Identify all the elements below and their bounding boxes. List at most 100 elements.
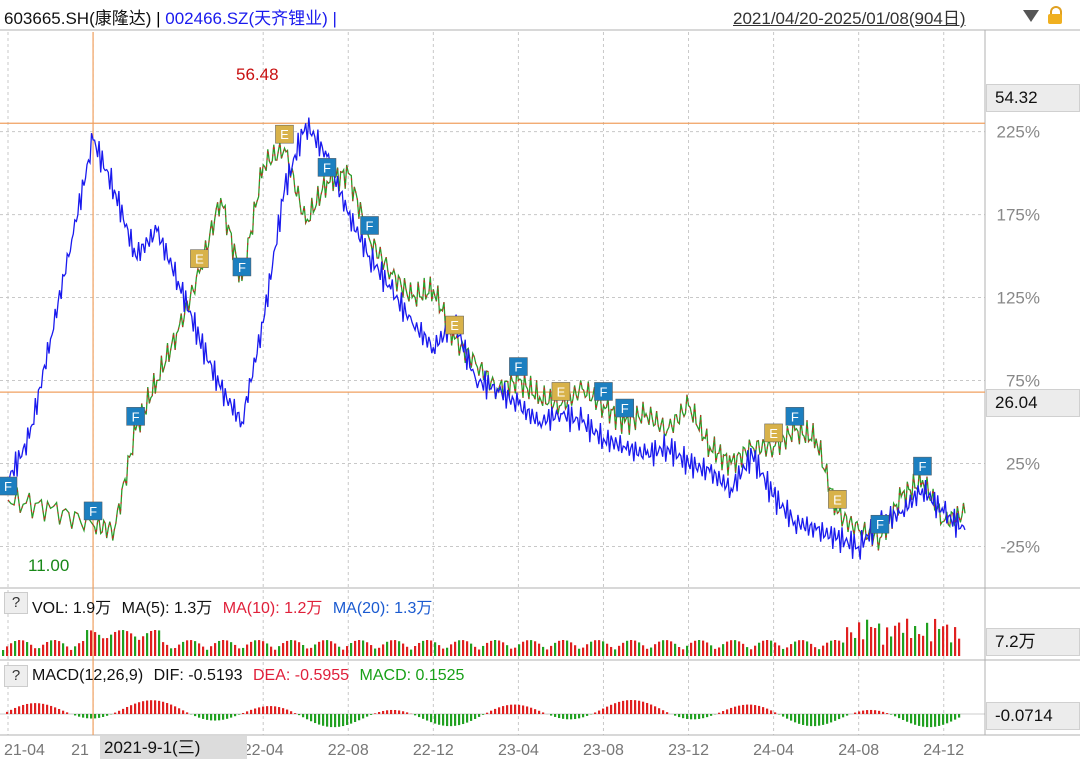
volume-bar <box>462 640 465 656</box>
volume-bar <box>654 644 657 656</box>
volume-bars <box>2 618 961 656</box>
macd-bar <box>482 714 485 715</box>
macd-bar <box>474 714 477 719</box>
macd-bar <box>326 714 329 727</box>
macd-indicator-row: MACD(12,26,9) DIF: -0.5193 DEA: -0.5955 … <box>32 667 464 685</box>
volume-tag: 7.2万 <box>986 628 1080 656</box>
stock1-label[interactable]: 603665.SH(康隆达) <box>4 9 152 28</box>
volume-bar <box>878 623 881 656</box>
earnings-marker <box>551 382 571 401</box>
volume-bar <box>630 640 633 656</box>
volume-bar <box>506 645 509 656</box>
macd-bar <box>918 714 921 726</box>
macd-bar <box>774 712 777 714</box>
macd-bar <box>14 707 17 714</box>
financial-marker <box>317 158 337 177</box>
macd-bar <box>26 703 29 714</box>
marker-label: F <box>514 360 522 375</box>
volume-bar <box>834 640 837 656</box>
macd-bar <box>738 705 741 714</box>
macd-bar <box>222 714 225 720</box>
macd-bar <box>602 708 605 714</box>
macd-bar <box>266 706 269 714</box>
dropdown-icon[interactable] <box>1023 10 1039 22</box>
macd-bar <box>946 714 949 724</box>
earnings-marker <box>828 490 847 509</box>
macd-bar <box>58 708 61 714</box>
volume-bar <box>642 645 645 656</box>
volume-bar <box>42 644 45 656</box>
volume-help-button[interactable]: ? <box>4 592 28 614</box>
macd-bar <box>354 714 357 723</box>
volume-bar <box>366 642 369 656</box>
macd-bar <box>874 710 877 714</box>
macd-bar <box>518 704 521 714</box>
macd-bar <box>62 710 65 714</box>
financial-marker <box>360 216 379 235</box>
volume-bar <box>250 641 253 656</box>
macd-bar <box>438 714 441 725</box>
macd-bar <box>798 714 801 724</box>
macd-bar <box>30 703 33 714</box>
volume-bar <box>922 635 925 656</box>
macd-bar <box>422 714 425 719</box>
macd-bar <box>310 714 313 722</box>
macd-bar <box>166 703 169 714</box>
macd-bar <box>150 700 153 714</box>
volume-bar <box>594 640 597 656</box>
macd-bar <box>854 712 857 714</box>
macd-bar <box>814 714 817 727</box>
x-tick-label: 22-12 <box>413 742 454 759</box>
macd-bar <box>426 714 429 721</box>
macd-bar <box>674 714 677 716</box>
marker-label: F <box>366 218 374 233</box>
macd-bar <box>286 709 289 714</box>
volume-bar <box>698 640 701 656</box>
volume-bar <box>334 643 337 656</box>
volume-bar <box>6 646 9 656</box>
macd-bar <box>606 706 609 714</box>
separator: | <box>327 9 337 28</box>
volume-bar <box>230 642 233 656</box>
volume-bar <box>626 640 629 656</box>
macd-bar <box>478 714 481 717</box>
lock-icon[interactable] <box>1048 6 1062 24</box>
macd-bar <box>702 714 705 719</box>
macd-bar <box>762 707 765 714</box>
volume-bar <box>526 640 529 656</box>
macd-bar <box>926 714 929 728</box>
volume-bar <box>454 641 457 656</box>
macd-bar <box>786 714 789 719</box>
volume-bar <box>658 641 661 656</box>
macd-bar <box>530 707 533 714</box>
volume-bar <box>82 641 85 656</box>
macd-bar <box>234 714 237 717</box>
stock2-label[interactable]: 002466.SZ(天齐锂业) <box>165 9 328 28</box>
macd-bar <box>570 714 573 720</box>
volume-bar <box>222 640 225 656</box>
volume-bar <box>446 647 449 656</box>
macd-bar <box>278 707 281 714</box>
macd-bar <box>838 714 841 720</box>
x-axis-ticks: 21-04 21 22-04 22-08 22-12 23-04 23-08 23-12 24-… <box>4 742 964 759</box>
volume-bar <box>450 644 453 656</box>
macd-bar <box>118 710 121 714</box>
volume-bar <box>710 645 713 656</box>
volume-bar <box>110 634 113 656</box>
y-tick-label: -25% <box>1000 538 1040 557</box>
macd-bar <box>78 714 81 717</box>
macd-help-button[interactable]: ? <box>4 665 28 687</box>
macd-bar <box>542 712 545 714</box>
financial-marker <box>615 398 634 418</box>
volume-bar <box>246 644 249 656</box>
macd-bar <box>782 714 785 717</box>
volume-bar <box>406 646 409 656</box>
panel-separators <box>0 29 1080 736</box>
volume-bar <box>66 646 69 656</box>
volume-bar <box>610 646 613 656</box>
macd-bar <box>362 714 365 719</box>
volume-bar <box>898 622 901 656</box>
date-range-selector[interactable]: 2021/04/20-2025/01/08(904日) <box>733 4 966 29</box>
volume-bar <box>682 649 685 656</box>
